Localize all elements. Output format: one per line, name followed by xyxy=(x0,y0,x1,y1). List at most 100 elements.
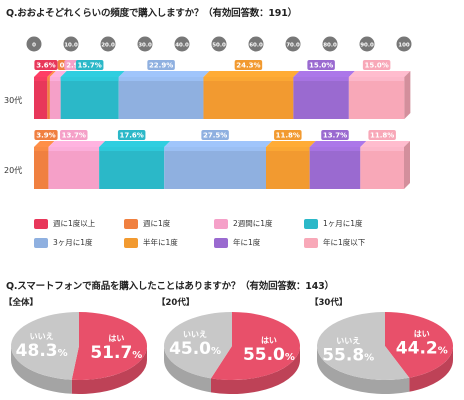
pie-panel-30s: 【30代】 はい 44.2% いいえ 55.8% xyxy=(310,296,460,400)
svg-text:はい: はい xyxy=(108,334,124,343)
question-1-title: Q.おおよそどれくらいの頻度で購入しますか？（有効回答数：191） xyxy=(6,8,297,19)
x-tick-9: 90.0 xyxy=(359,36,375,52)
legend-label: 年に1度以下 xyxy=(323,238,366,247)
bar-segment-half_year xyxy=(265,141,316,189)
legend-item-half_year: 半年に1度 xyxy=(124,237,178,248)
x-tick-3: 30.0 xyxy=(137,36,153,52)
x-tick-1: 10.0 xyxy=(63,36,79,52)
x-tick-label: 70.0 xyxy=(286,43,300,49)
bar-segment-half_year xyxy=(203,71,300,119)
svg-text:いいえ: いいえ xyxy=(336,336,360,345)
pie-panel-20s: 【20代】 はい 55.0% いいえ 45.0% xyxy=(157,296,307,400)
svg-text:15.0%: 15.0% xyxy=(364,62,388,70)
svg-text:22.9%: 22.9% xyxy=(149,62,173,70)
svg-text:はい: はい xyxy=(414,330,430,339)
x-tick-label: 50.0 xyxy=(212,43,226,49)
bar-segment-weekly xyxy=(34,141,55,189)
legend-label: 週に1度以上 xyxy=(53,219,96,228)
legend-label: 週に1度 xyxy=(143,219,171,228)
data-label-less_yearly: 15.0% xyxy=(362,60,391,70)
data-label-three_months: 27.5% xyxy=(201,130,229,140)
bar-row-1: 20代 3.9% 13.7% 17.6% 27.5% 11.8% 13.7% 11.8% xyxy=(4,130,410,189)
pie-side-hai xyxy=(71,346,147,394)
svg-text:55.8%: 55.8% xyxy=(322,345,374,365)
legend-item-less_yearly: 年に1度以下 xyxy=(304,237,365,248)
category-label: 30代 xyxy=(4,95,22,105)
bar-segment-less_yearly xyxy=(348,71,411,119)
pie-slice-iie xyxy=(317,312,410,380)
bar-segment-yearly xyxy=(293,71,355,119)
bar-segment-biweekly xyxy=(48,141,106,189)
x-tick-label: 10.0 xyxy=(64,43,78,49)
legend-swatch xyxy=(304,218,318,229)
svg-text:3.6%: 3.6% xyxy=(36,62,55,70)
data-label-weekly: 3.9% xyxy=(34,130,58,140)
svg-text:45.0%: 45.0% xyxy=(169,339,221,359)
pie-label-30s: 【30代】 xyxy=(310,298,348,308)
svg-text:48.3%: 48.3% xyxy=(16,341,68,361)
data-label-monthly: 15.7% xyxy=(75,60,104,70)
svg-text:51.7%: 51.7% xyxy=(90,343,142,363)
x-tick-label: 80.0 xyxy=(323,43,337,49)
pie-side-iie xyxy=(317,346,410,394)
bar-segment-three_months xyxy=(118,71,210,119)
x-tick-label: 20.0 xyxy=(101,43,115,49)
svg-text:いいえ: いいえ xyxy=(30,332,54,341)
pie-slice-iie xyxy=(11,312,80,380)
pie-side-iie xyxy=(164,346,211,393)
legend-swatch xyxy=(214,237,228,248)
data-label-half_year: 11.8% xyxy=(274,130,302,140)
bar-segment-biweekly xyxy=(49,71,67,119)
legend-swatch xyxy=(34,218,48,229)
svg-text:27.5%: 27.5% xyxy=(203,132,227,140)
svg-text:24.3%: 24.3% xyxy=(236,62,260,70)
legend-swatch xyxy=(34,237,48,248)
data-label-half_year: 24.3% xyxy=(234,60,263,70)
svg-text:17.6%: 17.6% xyxy=(120,132,144,140)
pie-side-hai xyxy=(210,346,300,394)
x-tick-7: 70.0 xyxy=(285,36,301,52)
svg-text:2.9%: 2.9% xyxy=(66,62,85,70)
x-tick-2: 20.0 xyxy=(100,36,116,52)
x-tick-4: 40.0 xyxy=(174,36,190,52)
legend-item-weekly_plus: 週に1度以上 xyxy=(34,218,95,229)
svg-text:15.7%: 15.7% xyxy=(78,62,102,70)
x-tick-label: 40.0 xyxy=(175,43,189,49)
x-tick-0: 0 xyxy=(26,36,42,52)
x-tick-label: 90.0 xyxy=(360,43,374,49)
x-tick-8: 80.0 xyxy=(322,36,338,52)
pie-side-hai xyxy=(409,346,453,392)
legend-item-monthly: 1ヶ月に1度 xyxy=(304,218,363,229)
legend-label: 1ヶ月に1度 xyxy=(323,219,363,228)
svg-text:いいえ: いいえ xyxy=(183,330,207,339)
legend-label: 3ヶ月に1度 xyxy=(53,238,93,247)
pie-side-iie xyxy=(11,346,72,394)
legend-label: 年に1度 xyxy=(233,238,261,247)
pie-slice-hai xyxy=(385,312,453,378)
x-tick-5: 50.0 xyxy=(211,36,227,52)
x-tick-label: 30.0 xyxy=(138,43,152,49)
legend-swatch xyxy=(304,237,318,248)
svg-text:3.9%: 3.9% xyxy=(36,132,55,140)
x-tick-label: 60.0 xyxy=(249,43,263,49)
bar-segment-weekly_plus xyxy=(34,71,54,119)
pie-panel-overall: 【全体】 はい 51.7% いいえ 48.3% xyxy=(4,296,154,400)
svg-text:13.7%: 13.7% xyxy=(323,132,347,140)
svg-text:11.8%: 11.8% xyxy=(276,132,300,140)
x-tick-10: 100 xyxy=(396,36,412,52)
bar-segment-yearly xyxy=(309,141,367,189)
data-label-biweekly: 13.7% xyxy=(60,130,88,140)
bar-segment-monthly xyxy=(60,71,125,119)
legend-label: 半年に1度 xyxy=(143,238,178,247)
svg-text:44.2%: 44.2% xyxy=(396,339,448,359)
pie-slice-hai xyxy=(210,312,300,380)
legend-item-yearly: 年に1度 xyxy=(214,237,260,248)
data-label-yearly: 13.7% xyxy=(321,130,349,140)
data-label-weekly_plus: 3.6% xyxy=(34,60,58,70)
